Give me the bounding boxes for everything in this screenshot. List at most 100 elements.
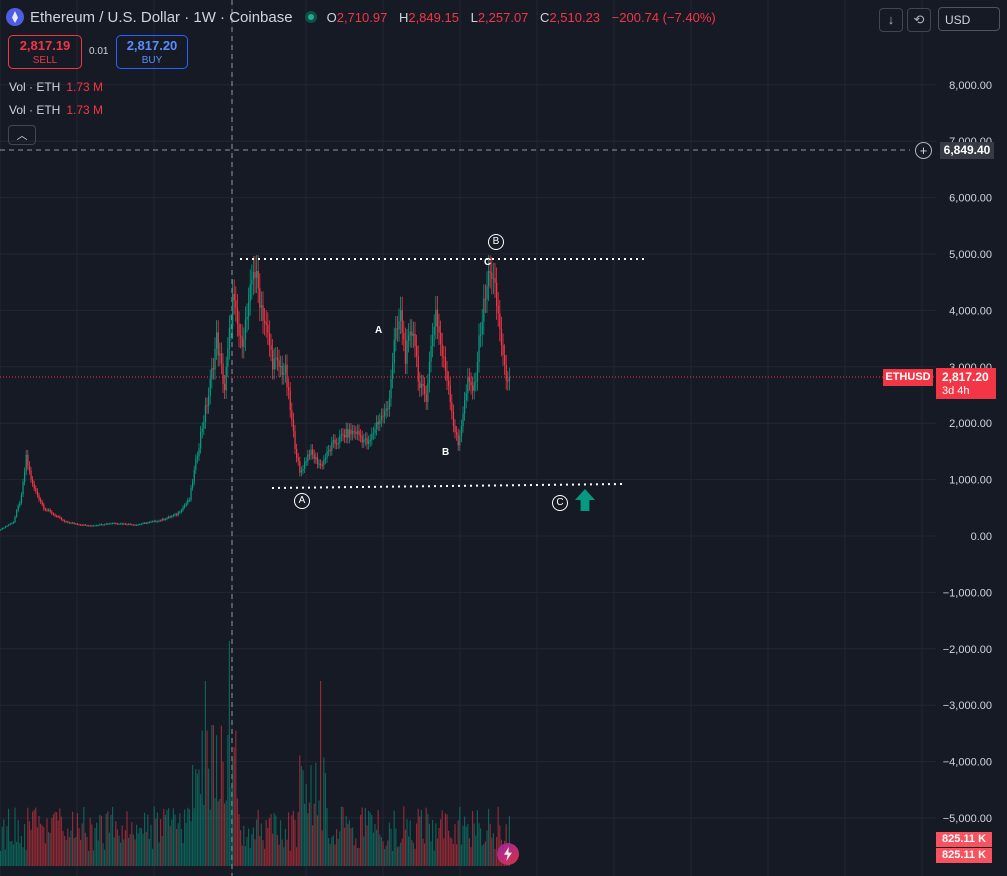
candle-body [297, 457, 299, 462]
currency-select[interactable]: USD [938, 7, 1000, 31]
candle-body [224, 383, 226, 391]
sell-button[interactable]: 2,817.19 SELL [8, 35, 82, 69]
candle-body [38, 495, 40, 500]
volume-bar [43, 827, 45, 866]
candle-body [281, 365, 283, 375]
candle-body [51, 511, 53, 514]
volume-bar [289, 850, 291, 866]
candle-body [41, 501, 43, 505]
candle-body [321, 464, 323, 466]
volume-bar [193, 808, 195, 866]
volume-bar [228, 641, 230, 866]
candle-body [107, 523, 109, 525]
candle-body [310, 449, 312, 455]
candle-body [422, 383, 424, 387]
volume-bar [291, 815, 293, 866]
buy-button[interactable]: 2,817.20 BUY [116, 35, 188, 69]
candle-body [449, 385, 451, 403]
fullscreen-icon[interactable]: ⟲ [907, 8, 931, 32]
volume-bar [132, 834, 134, 866]
volume-bar [300, 766, 302, 866]
symbol-title[interactable]: Ethereum / U.S. Dollar · 1W · Coinbase [30, 8, 293, 26]
volume-bar [422, 838, 424, 866]
candle-body [6, 525, 8, 527]
volume-bar [52, 814, 54, 866]
volume-bar [473, 823, 475, 866]
candle-body [443, 356, 445, 358]
candle-body [264, 320, 266, 323]
candle-body [472, 385, 474, 391]
volume-bar [216, 735, 218, 866]
volume-bar [209, 809, 211, 866]
volume-bar [436, 838, 438, 866]
volume-bar [486, 830, 488, 866]
volume-bar [236, 798, 238, 866]
candle-body [238, 324, 240, 336]
volume-bar [476, 810, 478, 866]
candle-body [232, 293, 234, 327]
volume-bar [88, 850, 90, 866]
volume-bar [254, 839, 256, 866]
wave-label-circled-a[interactable]: A [294, 493, 310, 509]
candle-body [275, 357, 277, 359]
volume-indicator-legend[interactable]: Vol · ETH 1.73 M [9, 103, 103, 117]
wave-label-a[interactable]: A [375, 325, 383, 336]
volume-bar [148, 838, 150, 866]
candle-body [4, 526, 7, 528]
volume-bar [155, 818, 157, 866]
arrow-down-icon[interactable]: ↓ [879, 8, 903, 32]
volume-bar [353, 845, 355, 866]
wave-label-c[interactable]: C [484, 257, 492, 268]
candle-body [84, 524, 87, 526]
wave-label-circled-c[interactable]: C [552, 495, 568, 511]
last-price-tag: 2,817.20 3d 4h [936, 368, 996, 399]
candle-body [220, 353, 223, 364]
volume-bar [174, 814, 176, 866]
chevron-up-icon[interactable]: ︿ [8, 125, 36, 145]
volume-bar [144, 812, 146, 866]
candle-body [428, 361, 431, 384]
volume-bar [312, 825, 314, 866]
candle-body [248, 301, 250, 317]
volume-bar [465, 826, 467, 866]
plus-circle-icon[interactable]: + [915, 142, 932, 159]
volume-indicator-legend[interactable]: Vol · ETH 1.73 M [9, 80, 103, 94]
candle-body [412, 333, 415, 336]
volume-bar [276, 835, 278, 866]
candle-body [488, 271, 490, 287]
volume-bar [211, 725, 213, 866]
candle-body [251, 279, 253, 285]
wave-label-circled-b[interactable]: B [488, 234, 504, 250]
volume-bar [366, 825, 368, 866]
volume-bar [107, 811, 109, 866]
low-value: 2,257.07 [477, 9, 529, 25]
candle-body [33, 483, 35, 489]
indicator-value: 1.73 M [66, 103, 104, 117]
candle-body [25, 454, 27, 472]
candle-body [120, 523, 122, 525]
candle-body [350, 429, 352, 435]
volume-bar [265, 819, 267, 866]
indicator-label: Vol · ETH [9, 80, 61, 94]
candle-body [222, 363, 224, 384]
wave-label-b[interactable]: B [442, 447, 450, 458]
volume-bar [409, 820, 411, 866]
price-tick-label: −4,000.00 [943, 757, 992, 769]
candle-body [336, 443, 338, 445]
candle-body [268, 332, 271, 346]
volume-bar [182, 842, 184, 866]
candle-body [475, 381, 477, 383]
candle-body [124, 523, 127, 525]
volume-bar [307, 813, 309, 866]
candle-body [16, 510, 18, 517]
lightning-bolt-icon[interactable] [497, 843, 519, 865]
indicator-label: Vol · ETH [9, 103, 61, 117]
price-tick-label: −1,000.00 [943, 587, 992, 599]
volume-bar [308, 802, 310, 866]
price-tick-label: 8,000.00 [949, 80, 992, 92]
candle-body [267, 324, 269, 333]
volume-bar [134, 839, 136, 866]
volume-bar [470, 847, 472, 866]
volume-bar [169, 825, 171, 866]
